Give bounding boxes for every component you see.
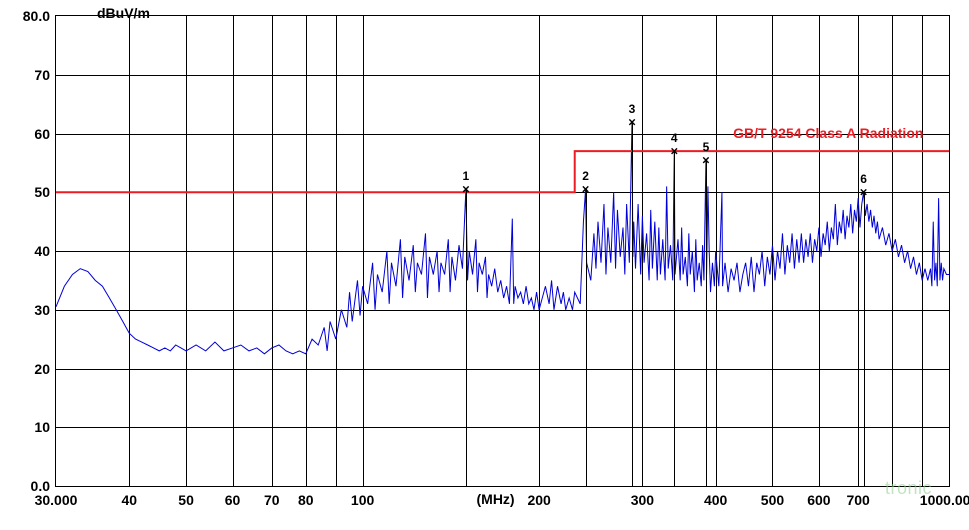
x-tick-label: 200 (527, 492, 550, 508)
y-tick-label: 20 (10, 361, 50, 377)
plot-area: 0.01020304050607080.030.0004050607080100… (55, 15, 950, 487)
y-tick-label: 10 (10, 419, 50, 435)
y-tick-label: 50 (10, 184, 50, 200)
x-tick-label: 700 (846, 492, 869, 508)
chart-container: { "geometry":{ "outer_w":969,"outer_h":5… (0, 0, 969, 530)
marker-stem (706, 160, 707, 486)
x-tick-label: 70 (264, 492, 280, 508)
x-axis-label: (MHz) (477, 491, 515, 507)
x-tick-label: 40 (121, 492, 137, 508)
x-tick-label: 500 (761, 492, 784, 508)
y-tick-label: 80.0 (10, 8, 50, 24)
y-tick-label: 60 (10, 126, 50, 142)
marker-stem (864, 192, 865, 486)
marker-stem (674, 151, 675, 486)
marker-stem (632, 122, 633, 486)
x-tick-label: 50 (178, 492, 194, 508)
y-tick-label: 70 (10, 67, 50, 83)
x-tick-label: 400 (704, 492, 727, 508)
y-axis-label: dBuV/m (97, 5, 150, 21)
marker-stem (586, 189, 587, 486)
y-tick-label: 40 (10, 243, 50, 259)
limit-line (56, 151, 949, 192)
x-tick-label: 100 (351, 492, 374, 508)
y-tick-label: 30 (10, 302, 50, 318)
x-tick-label: 600 (807, 492, 830, 508)
marker-stem (466, 189, 467, 486)
x-tick-label: 30.000 (35, 492, 78, 508)
emc-trace (56, 122, 949, 354)
plot-svg (56, 16, 949, 486)
limit-line-label: GB/T 9254 Class A Radiation (733, 125, 923, 141)
x-tick-label: 60 (225, 492, 241, 508)
x-tick-label: 300 (631, 492, 654, 508)
x-tick-label: 80 (298, 492, 314, 508)
watermark-text: tronic (885, 478, 932, 499)
